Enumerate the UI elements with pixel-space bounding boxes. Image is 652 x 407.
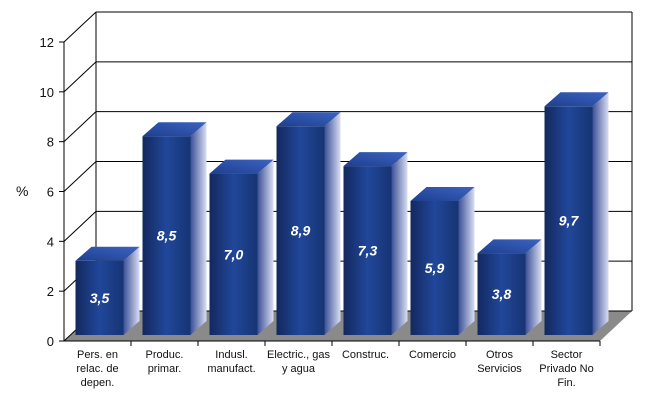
bar: 5,9 [410,186,475,335]
bar-side [324,112,341,335]
y-tick-label: 0 [47,334,54,349]
bar-top [477,239,542,254]
bar-side [391,152,408,335]
bar-side [123,246,140,335]
bar-value-label: 3,5 [90,290,110,306]
x-tick-label: Produc. primar. [146,349,184,375]
bar-side [190,122,207,335]
x-tick-label: Indusl. manufact. [207,349,255,375]
bar: 7,0 [209,159,274,335]
y-tick-label: 6 [47,185,54,200]
bar-top [276,112,341,127]
bar: 9,7 [544,92,609,335]
x-tick-label: Sector Privado No Fin. [539,349,593,389]
bar-top [209,159,274,174]
gridline-side [63,210,97,242]
bar-front [209,173,258,335]
bar: 3,8 [477,239,542,335]
bar: 3,5 [75,246,140,335]
bar-front [410,200,459,335]
bar: 8,9 [276,112,341,335]
bar-top [410,186,475,201]
bar-side [257,159,274,335]
y-tick-label: 2 [47,284,54,299]
bar-front [343,166,392,335]
gridline-side [63,11,97,43]
y-tick-label: 8 [47,135,54,150]
bar-value-label: 7,0 [224,246,244,262]
bar: 7,3 [343,152,408,335]
bar-value-label: 3,8 [492,286,512,302]
bar-side [525,239,542,335]
bar-value-label: 8,9 [291,223,311,239]
bar-value-label: 7,3 [358,243,378,259]
x-tick-label: Construc. [342,349,389,361]
bars: 3,5 8,5 7,0 8,9 7,3 5,9 3,8 9,7 [75,92,609,335]
y-tick-label: 10 [40,85,54,100]
gridline-side [63,161,97,192]
x-axis-labels: Pers. en relac. de depen. Produc. primar. Ind… [76,341,601,389]
y-tick-label: 12 [40,35,54,50]
bar-side [458,186,475,335]
bar-top [343,152,408,167]
bar-value-label: 8,5 [157,228,177,244]
x-tick-label: Electric., gas y agua [267,349,330,375]
bar: 8,5 [142,122,207,335]
bar-top [142,122,207,137]
gridline-side [63,111,97,143]
bar-front [75,260,124,335]
y-tick-label: 4 [47,234,54,249]
bar-value-label: 9,7 [559,213,580,229]
bar-top [75,246,140,261]
x-tick-label: Comercio [409,349,456,361]
bar-front [544,106,593,335]
x-tick-label: Pers. en relac. de depen. [76,349,118,389]
gridline-side [63,61,97,93]
bar-top [544,92,609,107]
bar-front [142,136,191,335]
bar-value-label: 5,9 [425,260,445,276]
bar-front [276,126,325,335]
bar-side [592,92,609,335]
x-tick-label: Otros Servicios [477,349,522,375]
bar-front [477,253,526,335]
y-axis-label: % [16,183,28,199]
